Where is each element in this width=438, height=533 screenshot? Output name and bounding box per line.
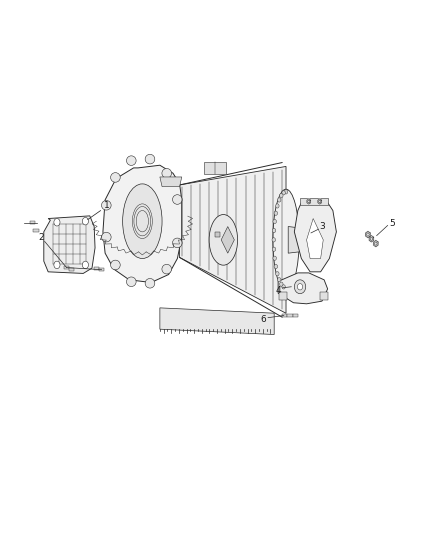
Text: 6: 6 xyxy=(260,316,266,324)
Bar xyxy=(279,292,287,300)
Polygon shape xyxy=(160,177,182,187)
Polygon shape xyxy=(369,236,374,242)
Circle shape xyxy=(272,247,276,252)
Bar xyxy=(282,314,287,317)
Bar xyxy=(204,163,226,174)
Bar xyxy=(99,268,104,271)
Polygon shape xyxy=(221,227,234,253)
Circle shape xyxy=(276,272,279,276)
Circle shape xyxy=(273,256,276,260)
Bar xyxy=(215,232,220,237)
Ellipse shape xyxy=(209,214,237,265)
Bar xyxy=(94,266,99,270)
Ellipse shape xyxy=(127,277,136,287)
Circle shape xyxy=(54,261,60,269)
Circle shape xyxy=(277,278,281,282)
Text: 5: 5 xyxy=(389,220,395,228)
Bar xyxy=(69,268,74,271)
Circle shape xyxy=(279,193,283,198)
Circle shape xyxy=(274,264,278,269)
Circle shape xyxy=(273,220,276,224)
Circle shape xyxy=(54,219,60,226)
Text: 1: 1 xyxy=(104,201,110,209)
Ellipse shape xyxy=(127,156,136,165)
Ellipse shape xyxy=(273,189,299,290)
Ellipse shape xyxy=(162,168,172,178)
Polygon shape xyxy=(307,199,311,204)
Bar xyxy=(30,221,35,224)
Text: 3: 3 xyxy=(319,222,325,231)
Ellipse shape xyxy=(110,173,120,182)
Circle shape xyxy=(284,190,288,194)
Polygon shape xyxy=(294,203,336,272)
Bar xyxy=(287,314,293,317)
Ellipse shape xyxy=(145,155,155,164)
Polygon shape xyxy=(180,166,286,313)
Polygon shape xyxy=(307,219,323,259)
Ellipse shape xyxy=(102,200,111,210)
Polygon shape xyxy=(103,165,182,282)
Polygon shape xyxy=(44,216,95,273)
Circle shape xyxy=(82,261,88,269)
Circle shape xyxy=(277,198,281,202)
Text: 4: 4 xyxy=(276,286,281,295)
Circle shape xyxy=(279,282,283,286)
Circle shape xyxy=(274,211,278,215)
Circle shape xyxy=(297,284,303,290)
Bar xyxy=(33,229,39,232)
Circle shape xyxy=(282,191,286,195)
Circle shape xyxy=(282,285,286,289)
Circle shape xyxy=(276,204,279,208)
Ellipse shape xyxy=(162,264,172,274)
Bar xyxy=(64,266,69,269)
Polygon shape xyxy=(318,199,321,204)
Circle shape xyxy=(294,280,306,294)
Ellipse shape xyxy=(102,232,111,242)
Text: 2: 2 xyxy=(39,233,44,241)
Circle shape xyxy=(272,228,276,232)
Bar xyxy=(293,314,298,317)
Ellipse shape xyxy=(123,184,162,259)
Bar xyxy=(320,292,328,300)
Ellipse shape xyxy=(145,278,155,288)
Polygon shape xyxy=(374,240,378,247)
Circle shape xyxy=(82,217,88,225)
Polygon shape xyxy=(160,308,274,335)
Ellipse shape xyxy=(173,195,182,204)
Polygon shape xyxy=(366,231,370,238)
Circle shape xyxy=(272,238,276,242)
Ellipse shape xyxy=(110,260,120,270)
Ellipse shape xyxy=(173,238,182,248)
Polygon shape xyxy=(278,273,328,304)
Polygon shape xyxy=(288,227,310,253)
Bar xyxy=(300,198,328,205)
